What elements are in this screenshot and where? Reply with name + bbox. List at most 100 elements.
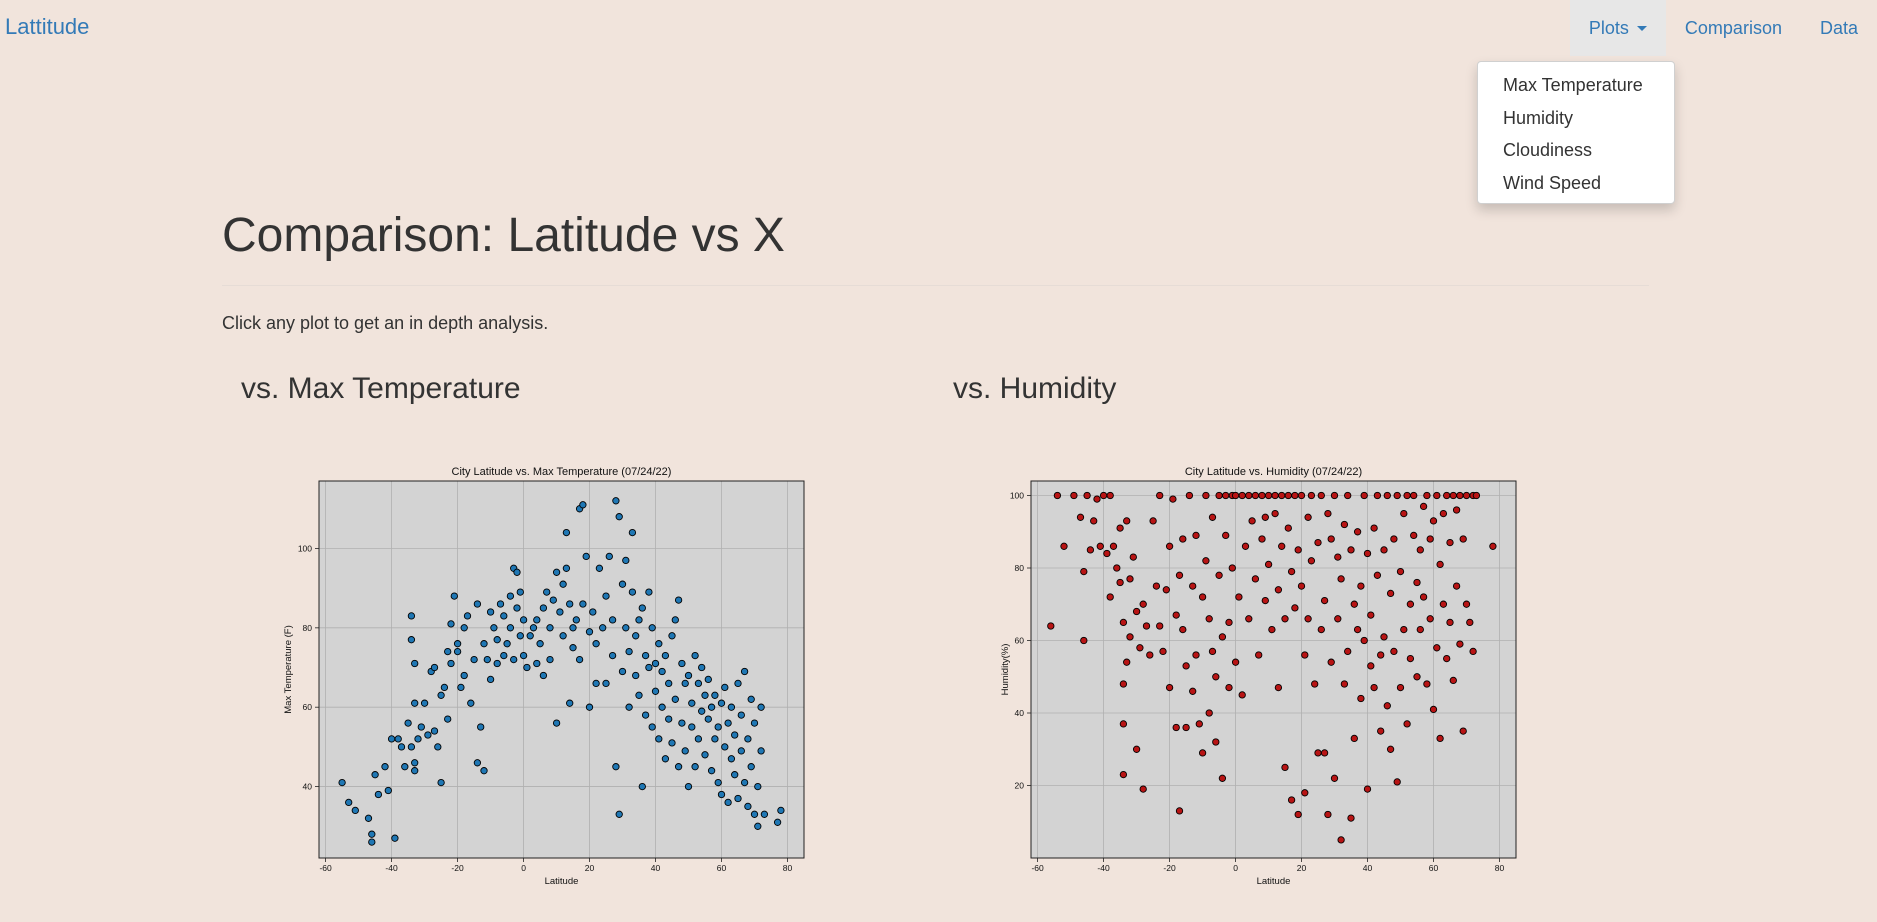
data-point xyxy=(777,806,785,815)
data-point xyxy=(1119,680,1128,688)
data-point xyxy=(665,679,673,688)
data-point xyxy=(496,600,505,608)
data-point xyxy=(1337,836,1345,844)
data-point xyxy=(1367,611,1375,619)
data-point xyxy=(1116,578,1124,587)
data-point xyxy=(1251,491,1260,500)
data-point xyxy=(1400,509,1408,518)
data-point xyxy=(704,715,712,723)
data-point xyxy=(618,667,627,676)
data-point xyxy=(1380,633,1388,641)
data-point xyxy=(450,592,458,600)
data-point xyxy=(1403,491,1411,500)
data-point xyxy=(453,640,462,648)
humidity-plot[interactable]: -60 -40 -20 0 20 40 60 80 20 40 60 80 100 City Latitu… xyxy=(984,460,1524,892)
data-point xyxy=(711,735,719,743)
x-axis-label: Latitude xyxy=(1257,876,1291,887)
data-point xyxy=(1462,600,1471,608)
data-point xyxy=(1373,491,1382,500)
data-point xyxy=(486,675,495,684)
data-point xyxy=(1317,491,1325,500)
data-point xyxy=(566,600,574,608)
data-point xyxy=(579,501,587,509)
data-point xyxy=(1433,644,1441,652)
x-tick-label: -20 xyxy=(1163,863,1176,873)
data-point xyxy=(632,632,640,640)
dropdown-item-wind-speed[interactable]: Wind Speed xyxy=(1503,172,1602,193)
data-point xyxy=(757,703,765,711)
data-point xyxy=(635,616,643,624)
data-point xyxy=(371,771,379,779)
data-point xyxy=(486,608,495,616)
data-point xyxy=(585,703,594,711)
data-point xyxy=(1291,491,1299,500)
plots-dropdown-toggle[interactable]: Plots xyxy=(1569,0,1666,56)
data-point xyxy=(368,838,376,846)
data-point xyxy=(1123,658,1131,666)
data-point xyxy=(473,759,482,767)
y-tick-label: 80 xyxy=(303,623,313,633)
data-point xyxy=(1357,582,1365,590)
data-point xyxy=(1297,582,1306,590)
data-point xyxy=(559,632,567,640)
data-point xyxy=(437,691,445,699)
data-point xyxy=(480,767,488,775)
data-point xyxy=(1452,506,1461,514)
data-point xyxy=(734,794,742,803)
data-point xyxy=(523,663,531,672)
x-tick-label: -20 xyxy=(451,863,464,873)
data-point xyxy=(549,596,557,604)
data-point xyxy=(655,640,663,648)
data-point xyxy=(1179,625,1187,634)
data-point xyxy=(1225,683,1233,692)
data-link[interactable]: Data xyxy=(1819,17,1858,38)
data-point xyxy=(440,683,449,692)
data-point xyxy=(1215,491,1223,500)
data-point xyxy=(1255,651,1263,659)
data-point xyxy=(628,528,637,537)
plot-frame xyxy=(318,480,805,859)
data-point xyxy=(506,592,515,600)
data-point xyxy=(411,759,419,767)
data-point xyxy=(575,655,584,664)
x-tick-label: 80 xyxy=(783,863,793,873)
data-point xyxy=(572,616,580,624)
data-point xyxy=(1109,542,1118,550)
data-point xyxy=(1132,745,1141,753)
data-point xyxy=(569,644,577,652)
data-point xyxy=(1324,810,1332,819)
data-point xyxy=(605,552,613,561)
data-point xyxy=(1489,542,1497,550)
data-point xyxy=(470,655,478,664)
data-point xyxy=(1294,810,1302,819)
data-point xyxy=(1469,647,1477,656)
data-point xyxy=(684,671,693,680)
data-point xyxy=(632,671,640,680)
data-point xyxy=(1185,491,1194,500)
data-point xyxy=(747,763,755,771)
dropdown-item-cloudiness[interactable]: Cloudiness xyxy=(1503,140,1593,160)
plots-dropdown-menu: Max Temperature Humidity Cloudiness Wind… xyxy=(1477,61,1675,204)
data-point xyxy=(1353,528,1362,536)
data-point xyxy=(1215,571,1223,579)
max-temperature-plot[interactable]: -60 -40 -20 0 20 40 60 80 40 60 80 100 City Latitude… xyxy=(272,460,812,892)
data-point xyxy=(411,767,419,775)
data-point xyxy=(414,735,422,743)
brand-link[interactable]: Lattitude xyxy=(5,14,90,39)
data-point xyxy=(1452,582,1461,590)
data-point xyxy=(1258,491,1266,500)
data-point xyxy=(407,612,416,620)
dropdown-item-humidity[interactable]: Humidity xyxy=(1503,107,1574,128)
y-tick-label: 100 xyxy=(298,543,312,553)
data-point xyxy=(420,699,429,707)
data-point xyxy=(533,659,541,668)
dropdown-item-max-temperature[interactable]: Max Temperature xyxy=(1503,75,1643,95)
data-point xyxy=(1446,538,1454,547)
data-point xyxy=(1429,517,1438,525)
data-point xyxy=(1429,705,1438,714)
data-point xyxy=(1436,734,1444,743)
data-point xyxy=(444,715,452,723)
comparison-link[interactable]: Comparison xyxy=(1684,17,1782,38)
data-point xyxy=(651,687,660,695)
data-point xyxy=(1370,683,1378,692)
